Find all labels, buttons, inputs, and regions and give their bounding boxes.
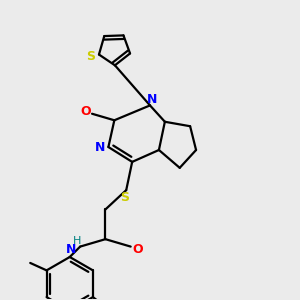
Text: N: N [147, 93, 158, 106]
Text: N: N [65, 243, 76, 256]
Text: S: S [120, 191, 129, 204]
Text: S: S [86, 50, 95, 62]
Text: H: H [73, 236, 81, 246]
Text: N: N [95, 140, 105, 154]
Text: O: O [132, 243, 142, 256]
Text: O: O [80, 105, 91, 118]
